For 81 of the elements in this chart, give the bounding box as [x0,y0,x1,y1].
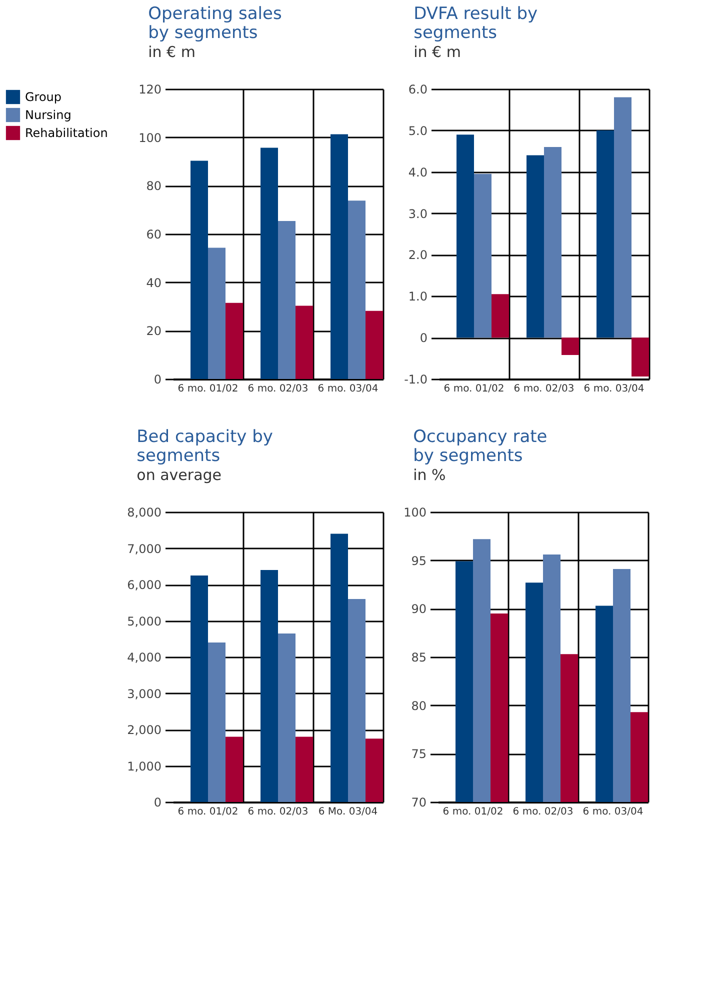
x-tick-label: 6 mo. 03/04 [582,806,644,818]
chart-title: Bed capacity by segments [136,427,273,466]
y-tick-label: 90 [411,602,426,616]
bar [190,160,208,379]
bar [208,642,226,802]
y-tick-label: 2,000 [127,723,162,737]
y-tick-label: 5,000 [127,614,162,628]
legend-label: Nursing [25,108,72,122]
bar [296,736,313,802]
chart-title: Operating sales by segments [148,4,282,43]
y-tick-label: 80 [411,698,426,713]
y-tick-label: 85 [411,650,426,664]
chart-subtitle: in % [413,466,446,484]
x-tick-label: 6 mo. 01/02 [442,806,504,818]
y-tick-label: 80 [146,179,162,194]
chart-subtitle: on average [136,466,222,484]
chart-title: DVFA result by segments [414,4,538,43]
y-tick-label: 6.0 [408,82,428,96]
bar [190,575,208,802]
bar [278,633,296,802]
bar [492,294,509,338]
bar [614,97,632,338]
y-tick-label: 20 [146,324,162,338]
x-tick-label: 6 mo. 03/04 [584,384,644,394]
y-tick-label: 3.0 [408,206,428,221]
bar [632,338,649,377]
x-tick-label: 6 mo. 01/02 [444,384,504,394]
bar [296,306,313,379]
legend-label: Group [25,90,62,104]
bar [226,736,243,802]
y-tick-label: 100 [138,130,162,145]
bar [596,130,614,338]
y-tick-label: 75 [411,747,426,762]
y-tick-label: 2.0 [408,248,428,262]
bar [474,174,492,338]
x-tick-label: 6 mo. 01/02 [178,806,238,818]
y-tick-label: 1,000 [127,759,162,774]
y-tick-label: 0 [154,372,162,386]
y-tick-label: 6,000 [127,578,162,592]
y-tick-label: 4,000 [127,650,162,664]
bar [366,738,383,802]
y-tick-label: 95 [411,554,426,568]
bar [330,134,348,379]
x-tick-label: 6 mo. 01/02 [178,384,238,394]
x-tick-label: 6 mo. 02/03 [512,806,574,818]
y-tick-label: 4.0 [408,165,428,180]
bar [562,338,579,355]
x-tick-label: 6 mo. 02/03 [248,806,308,818]
y-tick-label: 70 [411,796,426,810]
y-tick-label: 0 [154,796,162,810]
bar [526,155,544,338]
y-tick-label: 60 [146,228,162,242]
chart-subtitle: in € m [148,43,196,61]
bar [348,200,366,379]
bar [278,220,296,379]
bar [330,534,348,802]
y-tick-label: 8,000 [127,506,162,520]
chart-subtitle: in € m [414,43,461,61]
x-tick-label: 6 Mo. 03/04 [318,806,378,818]
x-tick-label: 6 mo. 02/03 [514,384,574,394]
bar [260,148,278,379]
bar [260,570,278,802]
legend-label: Rehabilitation [25,126,108,140]
bar [544,147,562,338]
bar [348,599,366,802]
bar [208,248,226,379]
bar [366,310,383,379]
y-tick-label: 0 [420,331,428,346]
y-tick-label: -1.0 [404,372,428,386]
y-tick-label: 100 [404,506,426,520]
x-tick-label: 6 mo. 02/03 [248,384,308,394]
x-tick-label: 6 mo. 03/04 [318,384,378,394]
bar [226,302,243,379]
bar [456,134,474,338]
chart-title: Occupancy rate by segments [413,427,548,466]
y-tick-label: 40 [146,276,162,290]
y-tick-label: 7,000 [127,542,162,556]
y-tick-label: 1.0 [408,290,428,304]
y-tick-label: 3,000 [127,686,162,701]
y-tick-label: 5.0 [408,124,428,138]
y-tick-label: 120 [138,82,162,96]
